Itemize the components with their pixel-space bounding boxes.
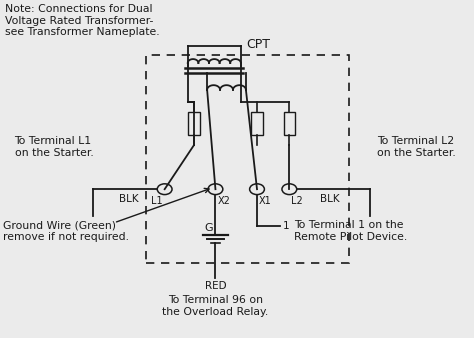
Bar	[188, 112, 200, 135]
Bar	[283, 112, 295, 135]
Text: To Terminal L1
on the Starter.: To Terminal L1 on the Starter.	[15, 136, 93, 158]
Bar	[251, 112, 263, 135]
Text: BLK: BLK	[320, 194, 339, 204]
Text: To Terminal 96 on
the Overload Relay.: To Terminal 96 on the Overload Relay.	[162, 295, 269, 317]
Text: L2: L2	[291, 196, 302, 206]
Text: G: G	[204, 223, 213, 233]
Text: BLK: BLK	[119, 194, 139, 204]
Text: X1: X1	[259, 196, 272, 206]
Text: Note: Connections for Dual
Voltage Rated Transformer-
see Transformer Nameplate.: Note: Connections for Dual Voltage Rated…	[5, 4, 160, 37]
Text: To Terminal L2
on the Starter.: To Terminal L2 on the Starter.	[377, 136, 456, 158]
Text: CPT: CPT	[246, 38, 270, 51]
Bar	[146, 54, 349, 263]
Text: X2: X2	[218, 196, 231, 206]
Text: Ground Wire (Green)
remove if not required.: Ground Wire (Green) remove if not requir…	[3, 220, 129, 242]
Text: 1: 1	[283, 221, 289, 231]
Text: L1: L1	[151, 196, 162, 206]
Text: RED: RED	[205, 281, 226, 291]
Text: To Terminal 1 on the
Remote Pilot Device.: To Terminal 1 on the Remote Pilot Device…	[294, 220, 407, 242]
